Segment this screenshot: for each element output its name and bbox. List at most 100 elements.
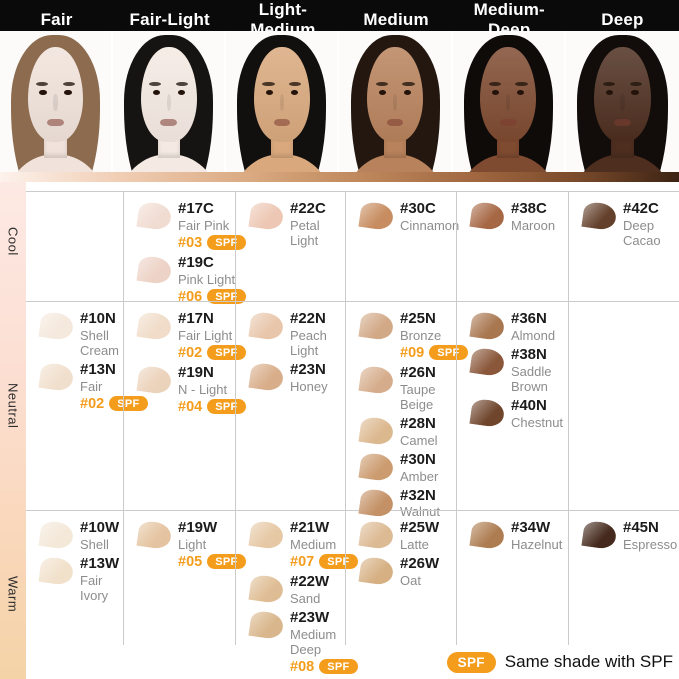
shade-code: #19C [178,253,214,271]
shade-swatch [136,519,173,551]
shade-grid-cell: #45N Espresso [568,510,679,645]
eyebrow [402,81,415,87]
shade-text: #25N Bronze #09 SPF [400,310,468,361]
shade-item: #30N Amber [358,451,453,484]
shade-swatch [358,364,395,396]
shade-grid: #17C Fair Pink #03 SPF #19C Pink Light #… [26,182,679,675]
shade-grid-cell: #38C Maroon [456,191,568,301]
shade-item: #26W Oat [358,555,453,588]
shade-item: #10W Shell [38,519,120,552]
eye [290,89,299,95]
shade-swatch [38,555,75,587]
shade-item: #13W Fair Ivory [38,554,120,603]
shade-grid-cell: #10N Shell Cream #13N Fair #02 SPF [26,301,148,510]
shade-code: #23N [290,360,326,378]
shade-name: Hazelnut [511,536,563,552]
shade-swatch [358,451,395,482]
shade-grid-cell [568,301,679,510]
eye [492,89,500,95]
shade-swatch [581,519,618,551]
shade-item: #36N Almond [469,310,565,343]
shade-item: #10N Shell Cream [38,310,120,358]
eye [177,89,185,95]
shade-text: #30C Cinnamon [400,200,459,233]
shade-text: #22C Petal Light [290,200,342,248]
shade-name: Almond [511,327,556,343]
shade-grid-cell: #30C Cinnamon [345,191,459,301]
undertone-label: Cool [5,227,21,256]
depth-column-label: Fair [40,10,73,29]
nose [53,94,58,111]
shade-text: #45N Espresso [623,519,677,552]
skin-tone-gradient-bar [0,172,679,182]
shade-text: #22W Sand [290,573,329,606]
shade-item: #21W Medium #07 SPF [248,519,358,570]
shade-text: #22N Peach Light [290,310,327,358]
shade-swatch [358,415,395,446]
eye [517,89,525,95]
shade-name: Maroon [511,217,556,233]
shade-code: #26N [400,363,436,381]
nose [166,94,171,111]
face [27,46,84,143]
shade-swatch [358,310,395,342]
face [480,46,537,143]
shade-code: #10N [80,310,116,327]
spf-legend: SPF Same shade with SPF [26,645,679,679]
shade-item: #19W Light #05 SPF [136,519,246,570]
eye [64,89,72,95]
shade-spf-number: #09 [400,344,425,361]
shade-name: Pink Light [178,271,236,287]
shade-item: #32N Walnut [358,487,453,520]
eyebrow [629,81,643,87]
shade-name: Taupe Beige [400,381,436,412]
shade-swatch [136,200,173,232]
eye [378,89,387,95]
shade-name: Medium [290,536,337,552]
model-face-photo [339,31,453,172]
shade-name: Fair [80,378,103,394]
shade-item: #22W Sand [248,573,342,606]
shade-item: #25W Latte [358,519,453,552]
shade-swatch [469,519,506,551]
shade-item: #34W Hazelnut [469,519,565,552]
shade-name: Fair Light [178,327,233,343]
eyebrow [175,81,189,87]
spf-badge: SPF [319,554,358,570]
depth-header-bar: Fair Fair-Light Light-Medium Medium Medium-D… [0,0,679,39]
spf-badge: SPF [319,659,358,675]
shade-code: #22C [290,200,326,217]
nose [279,94,285,111]
eyebrow [602,81,616,87]
face [594,46,651,143]
model-faces-row [0,31,679,172]
shade-spf-line: #08 SPF [290,659,358,675]
shade-text: #30N Amber [400,451,438,484]
eyebrow [488,81,501,87]
shade-code: #13W [80,554,120,572]
shade-swatch [38,519,75,551]
depth-column-label: Medium [363,10,429,29]
eyebrow [515,81,528,87]
shade-name: Honey [290,378,328,394]
shade-swatch [248,310,285,342]
shade-name: Fair Ivory [80,572,109,603]
shade-code: #13N [80,360,116,378]
shade-item: #38C Maroon [469,200,565,233]
undertone-label: Neutral [5,382,21,429]
shade-swatch [248,609,285,640]
eye [605,89,614,95]
model-face-photo [565,31,679,172]
shade-spf-number: #03 [178,234,203,251]
shade-item: #23N Honey [248,360,342,394]
shade-spf-number: #06 [178,288,203,305]
shade-code: #19W [178,519,218,536]
lips [613,119,631,127]
shade-swatch [38,310,75,342]
shade-name: Deep Cacao [623,217,661,248]
shade-code: #19N [178,363,214,381]
shade-swatch [38,361,75,393]
eye [403,89,412,95]
shade-swatch [469,346,506,378]
shade-swatch [358,555,395,587]
